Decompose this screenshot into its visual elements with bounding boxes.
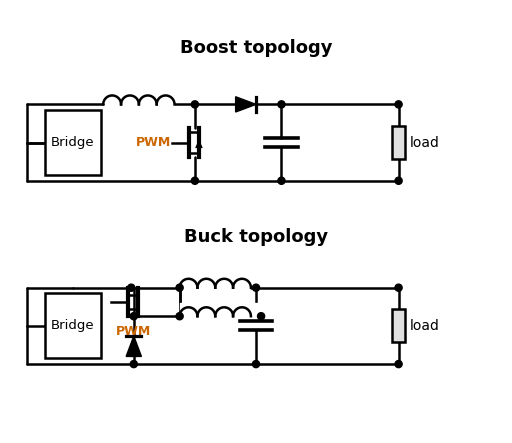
Circle shape bbox=[278, 177, 285, 184]
Circle shape bbox=[395, 284, 402, 291]
Circle shape bbox=[176, 313, 183, 320]
Polygon shape bbox=[236, 97, 256, 112]
Text: PWM: PWM bbox=[116, 325, 152, 338]
Text: Buck topology: Buck topology bbox=[184, 228, 328, 246]
Circle shape bbox=[191, 101, 199, 108]
Text: load: load bbox=[410, 319, 440, 333]
Circle shape bbox=[395, 177, 402, 184]
Text: PWM: PWM bbox=[136, 136, 171, 149]
Circle shape bbox=[130, 313, 137, 320]
Polygon shape bbox=[126, 336, 141, 357]
Circle shape bbox=[191, 177, 199, 184]
Circle shape bbox=[395, 101, 402, 108]
Circle shape bbox=[130, 361, 137, 368]
Bar bbox=[392, 126, 405, 159]
Text: load: load bbox=[410, 136, 440, 150]
Circle shape bbox=[258, 313, 265, 320]
Bar bbox=[45, 293, 101, 358]
Circle shape bbox=[395, 361, 402, 368]
Text: Bridge: Bridge bbox=[51, 319, 95, 332]
Bar bbox=[392, 309, 405, 342]
Circle shape bbox=[278, 101, 285, 108]
Circle shape bbox=[176, 284, 183, 291]
Circle shape bbox=[252, 361, 260, 368]
Text: Boost topology: Boost topology bbox=[180, 39, 332, 57]
Circle shape bbox=[252, 284, 260, 291]
Bar bbox=[45, 110, 101, 175]
Circle shape bbox=[127, 284, 135, 291]
Text: Bridge: Bridge bbox=[51, 136, 95, 149]
